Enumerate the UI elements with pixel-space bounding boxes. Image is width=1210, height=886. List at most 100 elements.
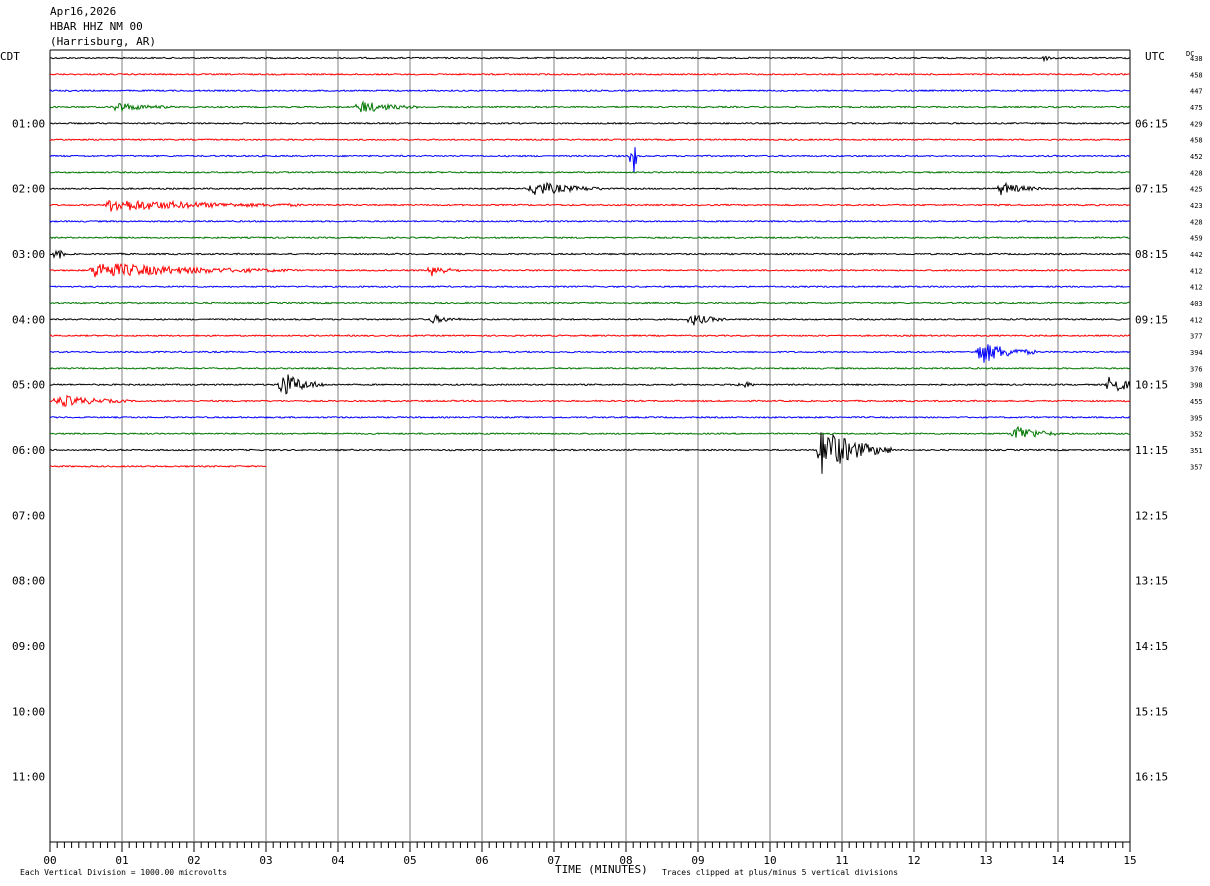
seismic-trace-row (49, 219, 1131, 223)
seismic-trace-row (49, 147, 1131, 173)
x-tick-label: 03 (259, 854, 272, 867)
x-tick-label: 12 (907, 854, 920, 867)
x-tick-label: 01 (115, 854, 128, 867)
dc-offset-value: 455 (1190, 398, 1203, 406)
x-tick-label: 09 (691, 854, 704, 867)
left-hour-label: 07:00 (12, 509, 45, 522)
dc-offset-value: 458 (1190, 71, 1203, 79)
x-tick-label: 05 (403, 854, 416, 867)
dc-offset-value: 357 (1190, 463, 1203, 471)
left-hour-label: 05:00 (12, 379, 45, 392)
dc-offset-value: 395 (1190, 414, 1203, 422)
x-tick-label: 11 (835, 854, 848, 867)
scale-note: Each Vertical Division = 1000.00 microvo… (20, 868, 227, 877)
dc-offset-value: 425 (1190, 186, 1203, 194)
seismic-trace-row (49, 138, 1131, 142)
seismic-trace-row (49, 366, 1131, 370)
dc-offset-value: 458 (1190, 137, 1203, 145)
right-hour-label: 12:15 (1135, 509, 1168, 522)
left-hour-label: 09:00 (12, 640, 45, 653)
x-axis-label: TIME (MINUTES) (555, 863, 648, 876)
seismic-trace-row (49, 374, 1131, 395)
dc-offset-value: 452 (1190, 153, 1203, 161)
seismic-trace-row (49, 170, 1131, 174)
seismic-trace-row (49, 394, 1131, 408)
dc-offset-value: 376 (1190, 365, 1203, 373)
left-hour-label: 11:00 (12, 771, 45, 784)
x-tick-label: 08 (619, 854, 632, 867)
dc-offset-value: 428 (1190, 169, 1203, 177)
right-hour-label: 13:15 (1135, 575, 1168, 588)
dc-offset-value: 447 (1190, 88, 1203, 96)
dc-offset-value: 423 (1190, 202, 1203, 210)
dc-offset-value: 438 (1190, 55, 1203, 63)
left-timezone-label: CDT (0, 50, 20, 63)
seismic-trace-row (49, 285, 1131, 289)
x-tick-label: 02 (187, 854, 200, 867)
seismic-trace-row (49, 263, 1131, 278)
seismic-trace-row (49, 89, 1130, 93)
x-tick-label: 00 (43, 854, 56, 867)
seismic-trace-row (49, 334, 1131, 338)
seismic-trace-row (49, 432, 1131, 474)
header-station: HBAR HHZ NM 00 (50, 20, 143, 33)
seismic-trace-row (49, 55, 1131, 63)
x-tick-label: 04 (331, 854, 345, 867)
dc-offset-value: 459 (1190, 235, 1203, 243)
seismic-trace-row (49, 301, 1131, 305)
dc-offset-value: 412 (1190, 316, 1203, 324)
dc-offset-value: 412 (1190, 284, 1203, 292)
seismic-trace-row (49, 236, 1131, 240)
left-hour-label: 02:00 (12, 183, 45, 196)
dc-offset-value: 377 (1190, 333, 1203, 341)
dc-offset-value: 398 (1190, 382, 1203, 390)
left-hour-label: 01:00 (12, 117, 45, 130)
seismic-trace-row (49, 464, 267, 468)
seismic-trace-row (50, 249, 1131, 259)
x-tick-label: 14 (1051, 854, 1065, 867)
x-tick-label: 13 (979, 854, 992, 867)
seismic-trace-row (49, 313, 1131, 326)
seismic-trace-row (49, 121, 1131, 125)
right-hour-label: 07:15 (1135, 183, 1168, 196)
x-tick-label: 15 (1123, 854, 1136, 867)
right-hour-label: 10:15 (1135, 379, 1168, 392)
dc-offset-value: 403 (1190, 300, 1203, 308)
dc-offset-value: 412 (1190, 267, 1203, 275)
dc-offset-value: 442 (1190, 251, 1203, 259)
right-hour-label: 16:15 (1135, 771, 1168, 784)
dc-offset-value: 394 (1190, 349, 1203, 357)
x-tick-label: 10 (763, 854, 776, 867)
left-hour-label: 10:00 (12, 705, 45, 718)
clip-note: Traces clipped at plus/minus 5 vertical … (662, 868, 898, 877)
right-hour-label: 14:15 (1135, 640, 1168, 653)
right-hour-label: 15:15 (1135, 705, 1168, 718)
x-tick-label: 07 (547, 854, 560, 867)
seismic-trace-row (49, 100, 1131, 113)
seismic-trace-row (49, 181, 1130, 196)
dc-column-label: DC (1186, 50, 1194, 58)
header-location: (Harrisburg, AR) (50, 35, 156, 48)
right-hour-label: 09:15 (1135, 313, 1168, 326)
right-timezone-label: UTC (1145, 50, 1165, 63)
dc-offset-value: 351 (1190, 447, 1203, 455)
dc-offset-value: 429 (1190, 120, 1203, 128)
left-hour-label: 08:00 (12, 575, 45, 588)
seismic-trace-row (49, 72, 1131, 76)
dc-offset-value: 352 (1190, 431, 1203, 439)
seismic-trace-row (49, 344, 1131, 363)
left-hour-label: 04:00 (12, 313, 45, 326)
right-hour-label: 11:15 (1135, 444, 1168, 457)
left-hour-label: 06:00 (12, 444, 45, 457)
right-hour-label: 06:15 (1135, 117, 1168, 130)
x-tick-label: 06 (475, 854, 488, 867)
seismic-trace-row (49, 415, 1131, 419)
seismic-trace-row (49, 425, 1131, 438)
seismic-trace-row (49, 199, 1131, 212)
right-hour-label: 08:15 (1135, 248, 1168, 261)
header-date: Apr16,2026 (50, 5, 117, 18)
left-hour-label: 03:00 (12, 248, 45, 261)
dc-offset-value: 428 (1190, 218, 1203, 226)
dc-offset-value: 475 (1190, 104, 1203, 112)
